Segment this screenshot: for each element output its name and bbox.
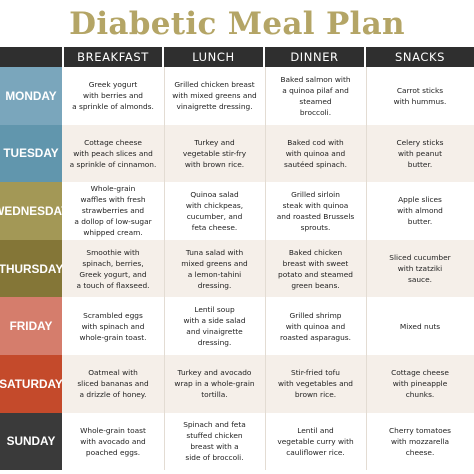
snacks-cell: Celery sticks with peanut butter. — [396, 137, 444, 169]
snacks-cell: Carrot sticks with hummus. — [393, 85, 447, 106]
column-header-row: BREAKFAST LUNCH DINNER SNACKS — [0, 47, 474, 67]
column-divider — [265, 182, 266, 240]
column-divider — [366, 67, 367, 125]
snacks-cell: Cherry tomatoes with mozzarella cheese. — [388, 425, 452, 457]
header-spacer — [0, 47, 62, 67]
table-row: THURSDAY Smoothie with spinach, berries, … — [0, 239, 474, 298]
dinner-cell: Grilled shrimp with quinoa and roasted a… — [279, 310, 351, 342]
lunch-cell: Spinach and feta stuffed chicken breast … — [183, 420, 246, 463]
day-label: THURSDAY — [0, 239, 63, 298]
column-divider — [366, 412, 367, 471]
lunch-cell: Turkey and avocado wrap in a whole-grain… — [174, 368, 255, 400]
column-header-snacks: SNACKS — [366, 47, 474, 67]
lunch-cell: Turkey and vegetable stir-fry with brown… — [182, 137, 247, 169]
breakfast-cell: Whole-grain toast with avocado and poach… — [80, 425, 146, 457]
column-divider — [366, 297, 367, 355]
breakfast-cell: Smoothie with spinach, berries, Greek yo… — [76, 247, 150, 290]
lunch-cell: Quinoa salad with chickpeas, cucumber, a… — [185, 189, 244, 232]
snacks-cell: Cottage cheese with pineapple chunks. — [391, 368, 449, 400]
day-label: WEDNESDAY — [0, 182, 69, 240]
dinner-cell: Baked chicken breast with sweet potato a… — [278, 247, 353, 290]
day-label: MONDAY — [0, 67, 62, 125]
column-divider — [164, 239, 165, 298]
column-divider — [366, 182, 367, 240]
dinner-cell: Grilled sirloin steak with quinoa and ro… — [276, 189, 355, 232]
page-title: Diabetic Meal Plan — [69, 6, 405, 42]
lunch-cell: Lentil soup with a side salad and vinaig… — [183, 305, 246, 348]
day-label: SATURDAY — [0, 355, 63, 413]
column-divider — [366, 124, 367, 183]
column-divider — [265, 124, 266, 183]
column-divider — [265, 412, 266, 471]
dinner-cell: Lentil and vegetable curry with cauliflo… — [277, 425, 354, 457]
snacks-cell: Mixed nuts — [399, 321, 441, 331]
column-divider — [265, 297, 266, 355]
column-divider — [366, 355, 367, 413]
column-header-dinner: DINNER — [265, 47, 364, 67]
table-row: SUNDAY Whole-grain toast with avocado and… — [0, 412, 474, 471]
table-row: FRIDAY Scrambled eggs with spinach and wh… — [0, 297, 474, 355]
column-divider — [164, 124, 165, 183]
snacks-cell: Apple slices with almond butter. — [397, 195, 443, 227]
breakfast-cell: Oatmeal with sliced bananas and a drizzl… — [77, 368, 149, 400]
snacks-cell: Sliced cucumber with tzatziki sauce. — [389, 253, 451, 285]
breakfast-cell: Whole-grain waffles with fresh strawberr… — [74, 184, 152, 238]
column-divider — [164, 355, 165, 413]
table-row: SATURDAY Oatmeal with sliced bananas and … — [0, 355, 474, 413]
column-divider — [164, 412, 165, 471]
day-label: TUESDAY — [0, 124, 62, 183]
breakfast-cell: Cottage cheese with peach slices and a s… — [69, 137, 157, 169]
dinner-cell: Baked cod with with quinoa and sautéed s… — [283, 137, 347, 169]
column-header-breakfast: BREAKFAST — [64, 47, 162, 67]
day-label: FRIDAY — [0, 297, 62, 355]
table-row: TUESDAY Cottage cheese with peach slices … — [0, 124, 474, 183]
breakfast-cell: Scrambled eggs with spinach and whole-gr… — [79, 310, 147, 342]
meal-plan-table: MONDAY Greek yogurt with berries and a sp… — [0, 67, 474, 471]
lunch-cell: Tuna salad with mixed greens and a lemon… — [181, 247, 248, 290]
day-label: SUNDAY — [0, 412, 62, 471]
column-divider — [366, 239, 367, 298]
table-row: WEDNESDAY Whole-grain waffles with fresh … — [0, 182, 474, 240]
column-divider — [164, 182, 165, 240]
column-divider — [164, 67, 165, 125]
column-header-lunch: LUNCH — [164, 47, 263, 67]
column-divider — [265, 67, 266, 125]
column-divider — [265, 355, 266, 413]
table-row: MONDAY Greek yogurt with berries and a sp… — [0, 67, 474, 125]
dinner-cell: Stir-fried tofu with vegetables and brow… — [277, 368, 353, 400]
breakfast-cell: Greek yogurt with berries and a sprinkle… — [72, 80, 154, 112]
lunch-cell: Grilled chicken breast with mixed greens… — [172, 80, 257, 112]
column-divider — [164, 297, 165, 355]
column-divider — [265, 239, 266, 298]
dinner-cell: Baked salmon with a quinoa pilaf and ste… — [280, 74, 351, 117]
